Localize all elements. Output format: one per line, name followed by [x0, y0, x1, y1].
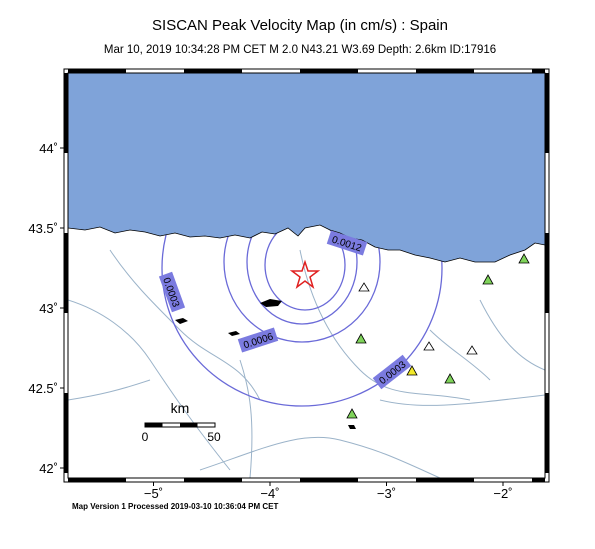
frame-segment — [184, 478, 242, 482]
frame-segment — [300, 478, 358, 482]
frame-segment — [545, 73, 549, 153]
title: SISCAN Peak Velocity Map (in cm/s) : Spa… — [152, 17, 448, 34]
lon-tick-label: −5˚ — [144, 486, 163, 501]
lon-tick-label: −4˚ — [260, 486, 279, 501]
frame-segment — [184, 69, 242, 73]
map-area: 0.0003 0.0006 0.0003 0.0012 km 0 50 — [68, 73, 545, 478]
sea — [68, 73, 545, 263]
footer: Map Version 1 Processed 2019-03-10 10:36… — [72, 502, 278, 511]
frame-segment — [545, 233, 549, 313]
lat-tick-label: 44˚ — [39, 141, 58, 156]
lon-tick-label: −3˚ — [377, 486, 396, 501]
frame-segment — [532, 478, 545, 482]
scale-start: 0 — [142, 430, 149, 444]
frame-segment — [532, 69, 545, 73]
frame-segment — [64, 393, 68, 473]
frame-segment — [64, 233, 68, 313]
lat-tick-label: 43˚ — [39, 301, 58, 316]
lat-tick-label: 43.5˚ — [28, 221, 58, 236]
subtitle: Mar 10, 2019 10:34:28 PM CET M 2.0 N43.2… — [104, 44, 496, 56]
frame-segment — [300, 69, 358, 73]
map-frame — [63, 68, 550, 483]
lat-tick-label: 42.5˚ — [28, 381, 58, 396]
axis-ticks: −5˚ −4˚ −3˚ −2˚ 44˚ 43.5˚ 43˚ 42.5˚ 42˚ — [28, 141, 512, 501]
frame-segment — [64, 73, 68, 153]
frame-segment — [68, 69, 126, 73]
scale-bar: km 0 50 — [142, 400, 221, 444]
scale-unit: km — [171, 400, 190, 416]
lon-tick-label: −2˚ — [493, 486, 512, 501]
scale-end: 50 — [207, 430, 221, 444]
epicenter — [289, 259, 321, 289]
frame-segment — [68, 478, 126, 482]
frame-segment — [416, 478, 474, 482]
frame-segment — [545, 393, 549, 473]
frame-segment — [416, 69, 474, 73]
lat-tick-label: 42˚ — [39, 461, 58, 476]
